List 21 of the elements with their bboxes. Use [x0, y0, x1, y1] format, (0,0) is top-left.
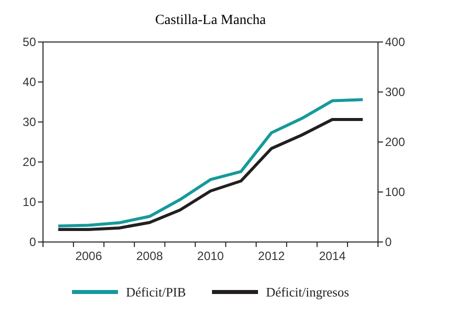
x-tick-label: 2006 [75, 249, 102, 263]
x-tick-label: 2010 [197, 249, 224, 263]
chart-title: Castilla-La Mancha [155, 13, 267, 28]
y2-tick-label: 300 [385, 85, 406, 100]
x-tick-label: 2008 [136, 249, 164, 263]
legend-label: Déficit/ingresos [266, 284, 350, 300]
line-series [56, 98, 364, 228]
y2-tick-label: 0 [385, 235, 392, 250]
x-tick-label: 2014 [318, 249, 346, 263]
y-tick-label: 0 [29, 235, 36, 250]
line-series [56, 118, 364, 231]
x-tick-label: 2012 [258, 249, 286, 263]
y-tick-label: 40 [22, 75, 36, 90]
y2-tick-label: 100 [385, 185, 406, 200]
y-tick-label: 50 [22, 35, 36, 50]
y-tick-label: 30 [22, 115, 36, 130]
y2-tick-label: 200 [385, 135, 406, 150]
y2-tick-label: 400 [385, 35, 406, 50]
y-tick-label: 20 [22, 155, 36, 170]
legend-label: Déficit/PIB [126, 284, 186, 300]
y-tick-label: 10 [22, 195, 36, 210]
